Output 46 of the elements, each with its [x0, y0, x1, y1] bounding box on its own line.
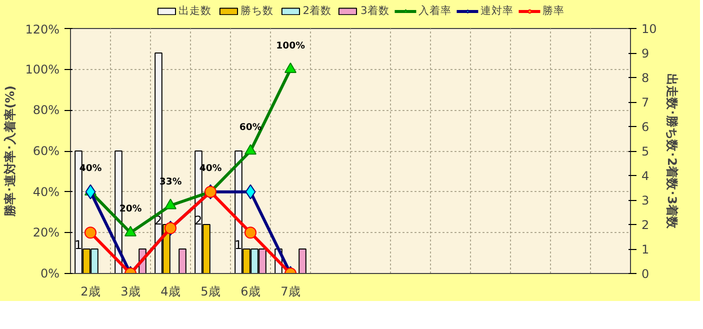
- y-tick-label: 60%: [32, 144, 60, 158]
- y2-axis-title: 出走数･勝ち数･2着数･3着数: [664, 74, 679, 230]
- legend-label: 2着数: [302, 4, 332, 18]
- data-label: 1: [74, 238, 82, 252]
- legend-label: 入着率: [418, 4, 452, 18]
- y-tick-label: 100%: [25, 62, 60, 76]
- point: [284, 62, 296, 74]
- y2-tick-label: 2: [642, 218, 650, 232]
- y2-tick-label: 6: [642, 120, 650, 134]
- y-tick-label: 120%: [25, 22, 60, 36]
- legend-label: 勝ち数: [240, 4, 274, 18]
- legend-label: 出走数: [178, 4, 212, 18]
- point: [245, 184, 256, 200]
- y2-tick-label: 10: [642, 22, 657, 36]
- point: [244, 226, 256, 239]
- y-tick-label: 20%: [32, 226, 60, 240]
- bar: [178, 248, 186, 274]
- point: [85, 184, 96, 200]
- legend-label: 3着数: [360, 4, 390, 18]
- bar: [298, 248, 306, 274]
- x-tick-label: 4歳: [160, 284, 180, 298]
- x-tick-label: 7歳: [280, 284, 300, 298]
- y-axis-title: 勝率･連対率･入着率(%): [3, 85, 18, 218]
- point: [84, 226, 96, 239]
- y2-tick-label: 0: [642, 267, 650, 281]
- x-tick-label: 6歳: [240, 284, 260, 298]
- data-label: 100%: [276, 40, 306, 52]
- x-tick-label: 3歳: [120, 284, 140, 298]
- y2-tick-label: 4: [642, 169, 650, 183]
- y2-tick-label: 8: [642, 71, 650, 85]
- y2-tick-label: 7: [642, 96, 650, 110]
- y-tick-label: 80%: [32, 103, 60, 118]
- y2-tick-label: 1: [642, 242, 650, 256]
- data-label: 1: [234, 238, 242, 252]
- point: [244, 144, 256, 155]
- y-tick-label: 0%: [40, 266, 60, 280]
- x-tick-label: 2歳: [80, 284, 100, 298]
- y2-tick-label: 9: [642, 46, 650, 60]
- x-tick-label: 5歳: [200, 284, 220, 298]
- legend-label: 連対率: [480, 4, 514, 18]
- point: [164, 198, 176, 210]
- y-tick-label: 40%: [32, 184, 60, 199]
- y2-tick-label: 3: [642, 194, 650, 208]
- legend-label: 勝率: [542, 4, 564, 18]
- data-label: 2: [194, 214, 202, 228]
- y2-tick-label: 5: [642, 144, 650, 158]
